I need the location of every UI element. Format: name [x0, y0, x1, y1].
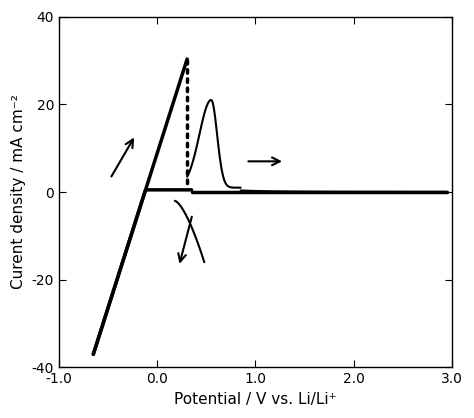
- Y-axis label: Curent density / mA cm⁻²: Curent density / mA cm⁻²: [11, 94, 26, 290]
- X-axis label: Potential / V vs. Li/Li⁺: Potential / V vs. Li/Li⁺: [174, 392, 337, 407]
